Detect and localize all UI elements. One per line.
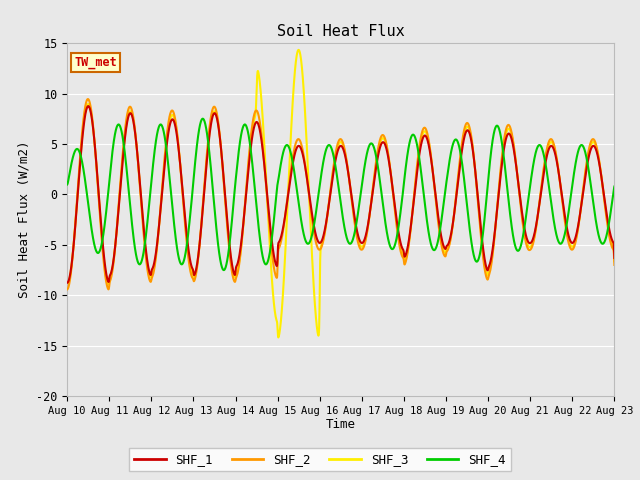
- X-axis label: Time: Time: [326, 419, 356, 432]
- Y-axis label: Soil Heat Flux (W/m2): Soil Heat Flux (W/m2): [17, 141, 31, 299]
- Legend: SHF_1, SHF_2, SHF_3, SHF_4: SHF_1, SHF_2, SHF_3, SHF_4: [129, 448, 511, 471]
- Title: Soil Heat Flux: Soil Heat Flux: [277, 24, 404, 39]
- Text: TW_met: TW_met: [74, 57, 117, 70]
